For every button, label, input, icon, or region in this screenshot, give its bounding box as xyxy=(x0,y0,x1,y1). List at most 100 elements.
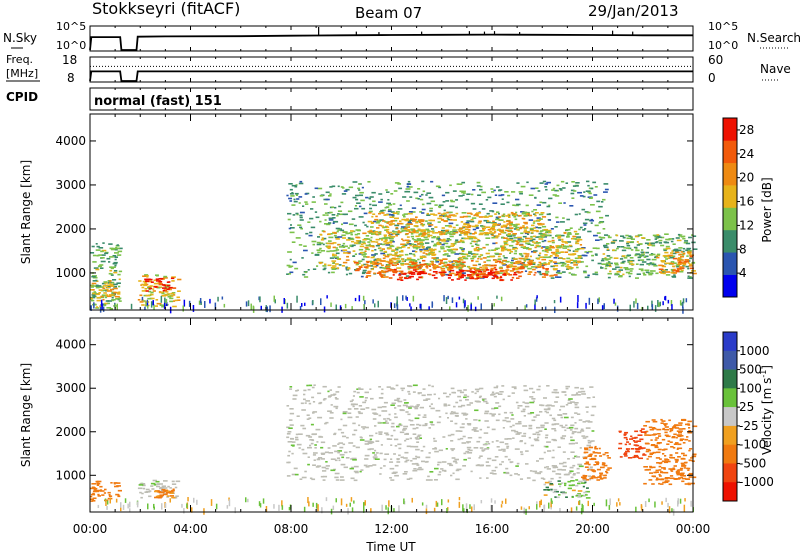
echo-cell xyxy=(449,231,454,233)
colorbar-tick-label: -500 xyxy=(739,456,766,470)
echo-cell xyxy=(370,236,373,239)
echo-cell xyxy=(398,187,403,190)
echo-cell xyxy=(451,449,454,452)
echo-cell xyxy=(473,419,478,421)
echo-cell xyxy=(403,213,409,215)
echo-cell xyxy=(486,259,491,262)
echo-cell xyxy=(390,458,393,460)
echo-cell xyxy=(381,406,387,408)
echo-cell xyxy=(572,260,578,262)
echo-cell xyxy=(556,221,560,223)
clutter-cell xyxy=(525,304,528,308)
echo-cell xyxy=(551,465,555,467)
echo-cell xyxy=(530,236,533,238)
echo-cell xyxy=(362,427,365,430)
echo-cell xyxy=(531,238,536,241)
clutter-cell xyxy=(629,304,631,312)
echo-cell xyxy=(101,294,105,296)
echo-cell xyxy=(329,193,332,195)
echo-cell xyxy=(487,272,492,275)
echo-cell xyxy=(642,272,646,274)
echo-cell xyxy=(664,459,670,461)
echo-cell xyxy=(293,198,296,201)
echo-cell xyxy=(289,408,294,410)
echo-cell xyxy=(426,267,429,269)
echo-cell xyxy=(506,239,510,241)
echo-cell xyxy=(392,240,395,243)
echo-cell xyxy=(651,270,656,272)
echo-cell xyxy=(416,404,420,406)
echo-cell xyxy=(557,262,561,265)
echo-cell xyxy=(428,384,431,387)
echo-cell xyxy=(100,260,106,263)
echo-cell xyxy=(631,437,637,439)
echo-cell xyxy=(108,494,111,496)
echo-cell xyxy=(522,225,525,227)
echo-cell xyxy=(371,191,376,194)
echo-cell xyxy=(523,215,528,217)
echo-cell xyxy=(651,419,656,421)
echo-cell xyxy=(654,241,658,244)
echo-cell xyxy=(375,241,379,243)
echo-cell xyxy=(664,426,669,428)
echo-cell xyxy=(605,470,608,473)
clutter-cell xyxy=(553,300,556,304)
echo-cell xyxy=(674,424,678,426)
echo-cell xyxy=(402,239,405,242)
echo-cell xyxy=(177,278,182,281)
echo-cell xyxy=(409,252,413,255)
echo-cell xyxy=(506,264,509,267)
echo-cell xyxy=(603,464,608,467)
echo-cell xyxy=(370,262,375,265)
echo-cell xyxy=(354,253,358,255)
echo-cell xyxy=(444,233,448,235)
echo-cell xyxy=(155,305,159,307)
echo-cell xyxy=(417,219,423,221)
echo-cell xyxy=(400,262,403,265)
echo-cell xyxy=(478,240,481,242)
echo-cell xyxy=(651,475,656,477)
echo-cell xyxy=(493,189,496,192)
echo-cell xyxy=(654,439,658,441)
echo-cell xyxy=(689,277,694,279)
echo-cell xyxy=(368,232,373,234)
echo-cell xyxy=(528,259,534,262)
echo-cell xyxy=(471,217,477,219)
echo-cell xyxy=(688,250,692,252)
echo-cell xyxy=(584,466,589,468)
echo-cell xyxy=(551,391,556,394)
echo-cell xyxy=(478,248,483,250)
echo-cell xyxy=(598,236,602,238)
echo-cell xyxy=(452,226,456,229)
echo-cell xyxy=(635,263,639,265)
clutter-cell xyxy=(455,302,458,308)
echo-cell xyxy=(577,496,581,498)
echo-cell xyxy=(589,466,593,468)
echo-cell xyxy=(325,198,330,201)
echo-cell xyxy=(382,220,386,222)
echo-cell xyxy=(431,264,437,266)
echo-cell xyxy=(503,411,508,414)
echo-cell xyxy=(677,424,683,426)
clutter-cell xyxy=(670,300,673,307)
echo-cell xyxy=(337,229,341,231)
echo-cell xyxy=(661,467,666,469)
echo-cell xyxy=(500,225,505,227)
echo-cell xyxy=(369,245,374,248)
echo-cell xyxy=(523,264,527,266)
echo-cell xyxy=(300,424,305,427)
echo-cell xyxy=(402,429,406,431)
echo-cell xyxy=(337,185,340,188)
echo-cell xyxy=(592,475,595,477)
echo-cell xyxy=(345,457,350,459)
echo-cell xyxy=(574,406,580,409)
echo-cell xyxy=(529,387,534,390)
echo-cell xyxy=(113,482,116,485)
echo-cell xyxy=(170,292,175,295)
echo-cell xyxy=(534,265,539,268)
clutter-cell xyxy=(436,502,439,507)
echo-cell xyxy=(310,226,316,229)
echo-cell xyxy=(623,257,628,259)
echo-cell xyxy=(642,431,647,433)
echo-cell xyxy=(299,219,304,221)
